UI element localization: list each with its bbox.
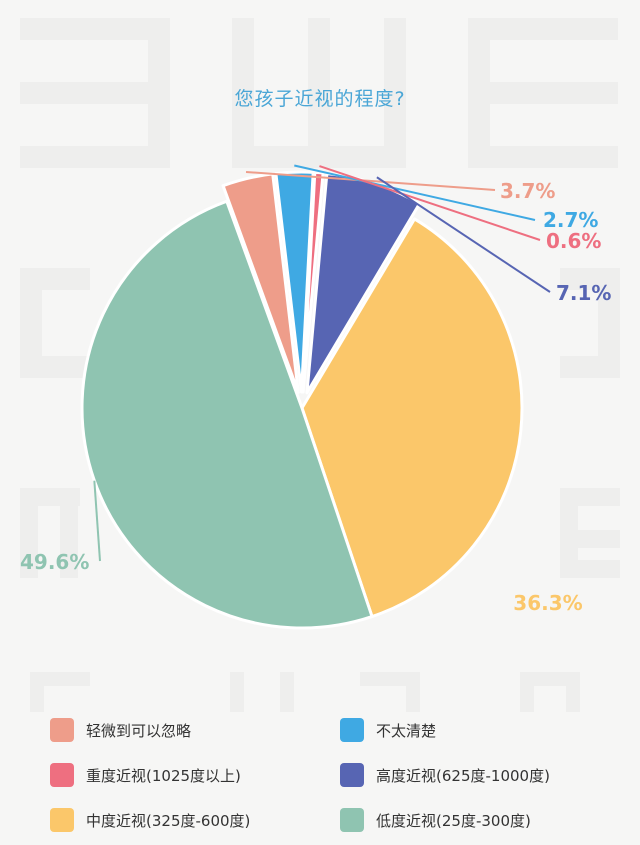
legend-swatch (340, 808, 364, 832)
legend-item: 中度近视(325度-600度) (50, 806, 340, 834)
legend: 轻微到可以忽略 不太清楚 重度近视(1025度以上) 高度近视(625度-100… (50, 716, 630, 834)
legend-swatch (50, 718, 74, 742)
legend-swatch (50, 808, 74, 832)
pie-labels: 3.7% 2.7%0.6% 7.1% 36.3% 49.6% (20, 164, 611, 615)
legend-label: 不太清楚 (376, 721, 437, 740)
leader-line (245, 170, 496, 191)
legend-label: 中度近视(325度-600度) (86, 811, 251, 830)
leader-line (294, 164, 536, 221)
pie-slice (300, 217, 524, 619)
legend-label: 低度近视(25度-300度) (376, 811, 531, 830)
legend-swatch (50, 763, 74, 787)
data-label: 36.3% (513, 591, 582, 615)
data-label: 3.7% (500, 179, 555, 203)
legend-swatch (340, 763, 364, 787)
data-label: 49.6% (20, 550, 89, 574)
chart-title: 您孩子近视的程度? (234, 88, 406, 110)
legend-label: 重度近视(1025度以上) (86, 766, 241, 785)
data-label: 7.1% (556, 281, 611, 305)
legend-label: 轻微到可以忽略 (86, 721, 192, 740)
legend-item: 不太清楚 (340, 716, 630, 744)
pie-slice (80, 199, 374, 630)
leader-line (376, 176, 551, 293)
legend-swatch (340, 718, 364, 742)
data-label: 2.7% (543, 208, 598, 232)
legend-item: 轻微到可以忽略 (50, 716, 340, 744)
legend-label: 高度近视(625度-1000度) (376, 766, 550, 785)
leader-line (319, 165, 541, 241)
legend-item: 重度近视(1025度以上) (50, 761, 340, 789)
pie-slices (80, 170, 524, 630)
leader-line (93, 480, 101, 562)
legend-item: 低度近视(25度-300度) (340, 806, 630, 834)
data-label: 0.6% (546, 229, 601, 253)
legend-item: 高度近视(625度-1000度) (340, 761, 630, 789)
